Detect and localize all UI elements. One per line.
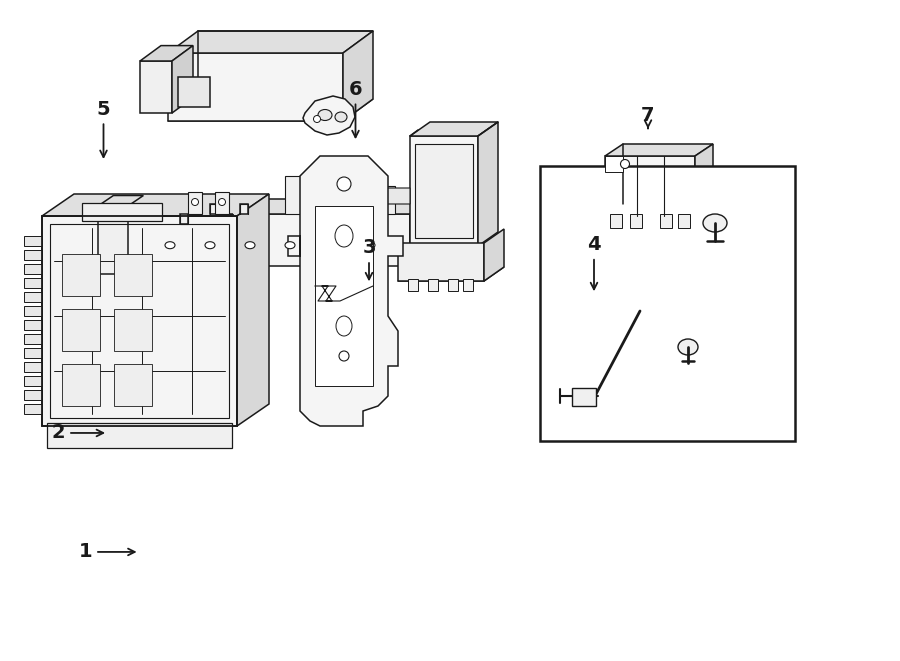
Ellipse shape bbox=[313, 116, 320, 122]
Bar bbox=[114, 309, 152, 351]
Polygon shape bbox=[303, 96, 355, 135]
Polygon shape bbox=[42, 194, 269, 216]
Polygon shape bbox=[24, 236, 42, 246]
Ellipse shape bbox=[703, 214, 727, 232]
Ellipse shape bbox=[245, 242, 255, 249]
Polygon shape bbox=[398, 243, 484, 281]
Bar bbox=[215, 192, 229, 214]
Ellipse shape bbox=[205, 242, 215, 249]
Bar bbox=[50, 224, 229, 418]
Polygon shape bbox=[343, 31, 373, 121]
Polygon shape bbox=[168, 99, 373, 121]
Polygon shape bbox=[140, 46, 193, 61]
Bar bbox=[210, 204, 218, 214]
Polygon shape bbox=[24, 278, 42, 288]
Ellipse shape bbox=[678, 339, 698, 355]
Polygon shape bbox=[42, 216, 237, 426]
Bar bbox=[62, 364, 100, 406]
Ellipse shape bbox=[336, 316, 352, 336]
Ellipse shape bbox=[192, 198, 199, 206]
Bar bbox=[540, 166, 795, 441]
Bar bbox=[355, 186, 395, 214]
Polygon shape bbox=[98, 206, 128, 274]
Text: 7: 7 bbox=[641, 106, 655, 128]
Bar bbox=[240, 204, 248, 214]
Text: 3: 3 bbox=[362, 239, 376, 280]
Text: 4: 4 bbox=[587, 235, 601, 290]
Bar bbox=[114, 254, 152, 296]
Bar bbox=[82, 203, 162, 221]
Text: 5: 5 bbox=[96, 100, 111, 157]
Polygon shape bbox=[695, 144, 713, 216]
Ellipse shape bbox=[219, 198, 226, 206]
Polygon shape bbox=[24, 390, 42, 400]
Polygon shape bbox=[140, 61, 172, 113]
Bar bbox=[285, 176, 355, 214]
Polygon shape bbox=[168, 53, 343, 121]
Bar bbox=[572, 388, 596, 406]
Bar bbox=[678, 214, 690, 228]
Polygon shape bbox=[237, 194, 269, 426]
Polygon shape bbox=[24, 264, 42, 274]
Polygon shape bbox=[24, 320, 42, 330]
Polygon shape bbox=[605, 156, 695, 216]
Polygon shape bbox=[380, 188, 410, 204]
Ellipse shape bbox=[325, 242, 335, 249]
Polygon shape bbox=[410, 122, 498, 136]
Bar bbox=[62, 309, 100, 351]
Bar bbox=[630, 214, 642, 228]
Polygon shape bbox=[120, 199, 432, 214]
Polygon shape bbox=[172, 46, 193, 113]
Polygon shape bbox=[24, 362, 42, 372]
Bar bbox=[178, 77, 210, 107]
Bar bbox=[188, 192, 202, 214]
Bar bbox=[660, 214, 672, 228]
Polygon shape bbox=[315, 206, 373, 386]
Polygon shape bbox=[24, 334, 42, 344]
Polygon shape bbox=[410, 136, 478, 246]
Ellipse shape bbox=[335, 112, 347, 122]
Polygon shape bbox=[478, 122, 498, 246]
Text: 6: 6 bbox=[348, 80, 363, 137]
Text: 2: 2 bbox=[51, 424, 104, 442]
Bar bbox=[114, 364, 152, 406]
Ellipse shape bbox=[285, 242, 295, 249]
Bar bbox=[408, 279, 418, 291]
Bar bbox=[463, 279, 473, 291]
Ellipse shape bbox=[339, 351, 349, 361]
Bar bbox=[448, 279, 458, 291]
Bar bbox=[610, 214, 622, 228]
Polygon shape bbox=[288, 156, 403, 426]
Polygon shape bbox=[24, 348, 42, 358]
Polygon shape bbox=[605, 144, 713, 156]
Ellipse shape bbox=[337, 177, 351, 191]
Bar bbox=[47, 423, 232, 448]
Polygon shape bbox=[605, 156, 623, 172]
Polygon shape bbox=[168, 31, 373, 53]
Ellipse shape bbox=[620, 159, 629, 169]
Ellipse shape bbox=[335, 225, 353, 247]
Bar bbox=[62, 254, 100, 296]
Polygon shape bbox=[398, 267, 504, 281]
Polygon shape bbox=[410, 199, 432, 266]
Ellipse shape bbox=[365, 242, 375, 249]
Text: 1: 1 bbox=[78, 543, 135, 561]
Polygon shape bbox=[24, 250, 42, 260]
Ellipse shape bbox=[318, 110, 332, 120]
Polygon shape bbox=[120, 214, 410, 266]
Polygon shape bbox=[484, 229, 504, 281]
Polygon shape bbox=[24, 292, 42, 302]
Bar bbox=[415, 144, 473, 238]
Polygon shape bbox=[24, 376, 42, 386]
Polygon shape bbox=[24, 306, 42, 316]
Bar bbox=[180, 214, 188, 224]
Ellipse shape bbox=[165, 242, 175, 249]
Polygon shape bbox=[98, 196, 143, 206]
Polygon shape bbox=[24, 404, 42, 414]
Bar bbox=[428, 279, 438, 291]
